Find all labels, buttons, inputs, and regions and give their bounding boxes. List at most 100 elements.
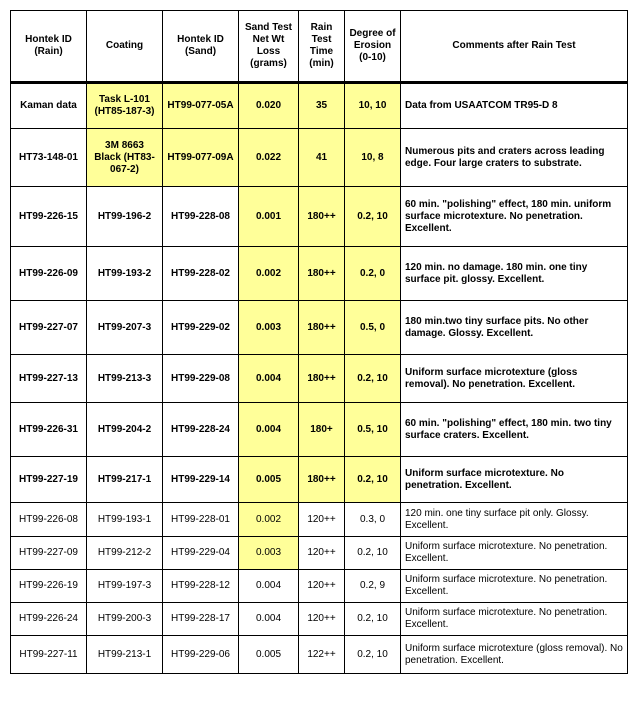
cell-comments: Uniform surface microtexture (gloss remo…	[401, 636, 628, 674]
cell-id_sand: HT99-228-08	[163, 187, 239, 247]
cell-id_rain: Kaman data	[11, 83, 87, 129]
cell-comments: Uniform surface microtexture. No penetra…	[401, 570, 628, 603]
cell-weight: 0.003	[239, 537, 299, 570]
cell-time: 180+	[299, 403, 345, 457]
cell-comments: 180 min.two tiny surface pits. No other …	[401, 301, 628, 355]
cell-id_rain: HT99-226-19	[11, 570, 87, 603]
cell-time: 180++	[299, 187, 345, 247]
cell-coating: HT99-196-2	[87, 187, 163, 247]
cell-erosion: 0.2, 10	[345, 603, 401, 636]
cell-weight: 0.004	[239, 570, 299, 603]
cell-id_rain: HT99-227-07	[11, 301, 87, 355]
table-body: Kaman dataTask L-101 (HT85-187-3)HT99-07…	[11, 83, 628, 674]
cell-id_sand: HT99-077-05A	[163, 83, 239, 129]
table-row: HT99-227-19HT99-217-1HT99-229-140.005180…	[11, 457, 628, 503]
cell-id_sand: HT99-229-06	[163, 636, 239, 674]
table-row: HT99-226-09HT99-193-2HT99-228-020.002180…	[11, 247, 628, 301]
cell-id_rain: HT99-226-09	[11, 247, 87, 301]
cell-id_sand: HT99-228-12	[163, 570, 239, 603]
header-row: Hontek ID (Rain) Coating Hontek ID (Sand…	[11, 11, 628, 83]
table-row: HT73-148-013M 8663 Black (HT83-067-2)HT9…	[11, 129, 628, 187]
cell-coating: Task L-101 (HT85-187-3)	[87, 83, 163, 129]
cell-weight: 0.005	[239, 636, 299, 674]
cell-erosion: 0.3, 0	[345, 503, 401, 537]
table-row: HT99-226-19HT99-197-3HT99-228-120.004120…	[11, 570, 628, 603]
cell-erosion: 10, 10	[345, 83, 401, 129]
cell-id_rain: HT99-227-11	[11, 636, 87, 674]
header-coating: Coating	[87, 11, 163, 83]
cell-coating: HT99-193-1	[87, 503, 163, 537]
cell-coating: HT99-213-1	[87, 636, 163, 674]
cell-time: 180++	[299, 247, 345, 301]
cell-id_sand: HT99-228-02	[163, 247, 239, 301]
erosion-test-table: Hontek ID (Rain) Coating Hontek ID (Sand…	[10, 10, 628, 674]
cell-id_rain: HT99-227-19	[11, 457, 87, 503]
cell-coating: HT99-217-1	[87, 457, 163, 503]
cell-time: 35	[299, 83, 345, 129]
cell-erosion: 0.2, 10	[345, 187, 401, 247]
table-row: Kaman dataTask L-101 (HT85-187-3)HT99-07…	[11, 83, 628, 129]
cell-time: 180++	[299, 355, 345, 403]
cell-time: 180++	[299, 457, 345, 503]
cell-comments: Numerous pits and craters across leading…	[401, 129, 628, 187]
cell-id_sand: HT99-229-14	[163, 457, 239, 503]
header-id-rain: Hontek ID (Rain)	[11, 11, 87, 83]
cell-id_rain: HT73-148-01	[11, 129, 87, 187]
cell-weight: 0.001	[239, 187, 299, 247]
cell-weight: 0.020	[239, 83, 299, 129]
header-id-sand: Hontek ID (Sand)	[163, 11, 239, 83]
cell-comments: 60 min. "polishing" effect, 180 min. two…	[401, 403, 628, 457]
cell-time: 120++	[299, 503, 345, 537]
cell-id_sand: HT99-228-01	[163, 503, 239, 537]
cell-id_rain: HT99-226-31	[11, 403, 87, 457]
cell-weight: 0.022	[239, 129, 299, 187]
table-row: HT99-227-13HT99-213-3HT99-229-080.004180…	[11, 355, 628, 403]
cell-coating: HT99-193-2	[87, 247, 163, 301]
cell-erosion: 0.5, 10	[345, 403, 401, 457]
table-row: HT99-226-24HT99-200-3HT99-228-170.004120…	[11, 603, 628, 636]
cell-coating: 3M 8663 Black (HT83-067-2)	[87, 129, 163, 187]
cell-id_sand: HT99-228-24	[163, 403, 239, 457]
cell-erosion: 0.2, 10	[345, 537, 401, 570]
cell-erosion: 0.2, 0	[345, 247, 401, 301]
cell-comments: Uniform surface microtexture (gloss remo…	[401, 355, 628, 403]
cell-comments: Uniform surface microtexture. No penetra…	[401, 457, 628, 503]
cell-id_sand: HT99-229-04	[163, 537, 239, 570]
table-row: HT99-226-31HT99-204-2HT99-228-240.004180…	[11, 403, 628, 457]
header-weight: Sand Test Net Wt Loss (grams)	[239, 11, 299, 83]
header-erosion: Degree of Erosion (0-10)	[345, 11, 401, 83]
header-time: Rain Test Time (min)	[299, 11, 345, 83]
table-row: HT99-227-11HT99-213-1HT99-229-060.005122…	[11, 636, 628, 674]
cell-weight: 0.004	[239, 603, 299, 636]
cell-comments: 120 min. no damage. 180 min. one tiny su…	[401, 247, 628, 301]
cell-erosion: 0.5, 0	[345, 301, 401, 355]
cell-comments: Uniform surface microtexture. No penetra…	[401, 537, 628, 570]
cell-id_sand: HT99-229-08	[163, 355, 239, 403]
cell-time: 122++	[299, 636, 345, 674]
cell-coating: HT99-213-3	[87, 355, 163, 403]
cell-erosion: 10, 8	[345, 129, 401, 187]
cell-id_rain: HT99-227-13	[11, 355, 87, 403]
cell-weight: 0.004	[239, 403, 299, 457]
cell-time: 41	[299, 129, 345, 187]
cell-coating: HT99-197-3	[87, 570, 163, 603]
cell-erosion: 0.2, 10	[345, 636, 401, 674]
cell-coating: HT99-204-2	[87, 403, 163, 457]
header-comments: Comments after Rain Test	[401, 11, 628, 83]
cell-erosion: 0.2, 10	[345, 457, 401, 503]
cell-weight: 0.002	[239, 503, 299, 537]
cell-id_rain: HT99-226-15	[11, 187, 87, 247]
cell-comments: Data from USAATCOM TR95-D 8	[401, 83, 628, 129]
cell-id_sand: HT99-077-09A	[163, 129, 239, 187]
cell-coating: HT99-200-3	[87, 603, 163, 636]
cell-erosion: 0.2, 9	[345, 570, 401, 603]
cell-time: 180++	[299, 301, 345, 355]
cell-comments: 60 min. "polishing" effect, 180 min. uni…	[401, 187, 628, 247]
cell-id_sand: HT99-229-02	[163, 301, 239, 355]
cell-weight: 0.004	[239, 355, 299, 403]
cell-comments: Uniform surface microtexture. No penetra…	[401, 603, 628, 636]
table-row: HT99-227-07HT99-207-3HT99-229-020.003180…	[11, 301, 628, 355]
cell-comments: 120 min. one tiny surface pit only. Glos…	[401, 503, 628, 537]
cell-weight: 0.005	[239, 457, 299, 503]
cell-id_rain: HT99-227-09	[11, 537, 87, 570]
